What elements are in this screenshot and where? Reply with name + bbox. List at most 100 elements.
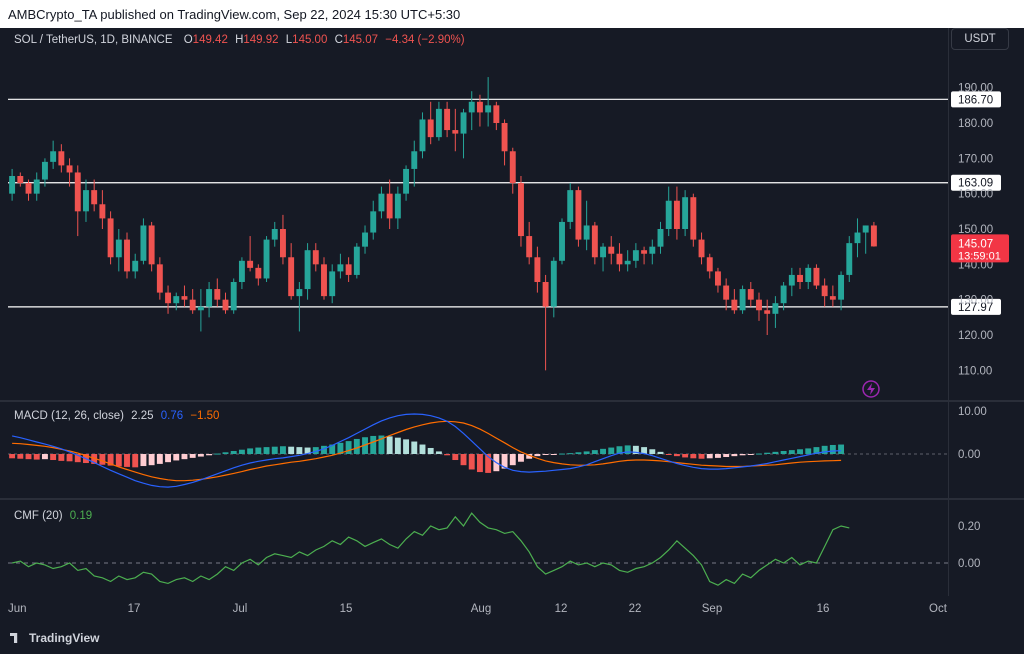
macd-histogram-bar	[378, 435, 385, 454]
chart-area[interactable]	[0, 28, 1024, 624]
candle-body	[559, 221, 565, 261]
macd-histogram-bar	[747, 454, 754, 455]
cmf-pane: 0.20 0.00	[8, 512, 980, 586]
time-tick-label: 16	[817, 603, 830, 615]
macd-line	[11, 413, 842, 488]
macd-histogram-bar	[247, 448, 254, 454]
macd-histogram-bar	[641, 447, 648, 454]
candle-body	[165, 292, 172, 304]
candle-body	[271, 229, 278, 240]
macd-histogram-bar	[288, 446, 295, 454]
macd-histogram-bar	[657, 451, 664, 454]
candle-body	[706, 257, 713, 272]
macd-histogram-bar	[238, 449, 245, 454]
macd-histogram-bar	[714, 454, 721, 458]
candle-body	[378, 193, 385, 212]
candle-body	[690, 197, 697, 240]
time-tick-label: Sep	[702, 603, 722, 615]
price-tick-label: 160.00	[958, 189, 993, 201]
candle-body	[550, 260, 557, 307]
candle-body	[780, 285, 787, 304]
level-label: 186.70	[958, 94, 993, 106]
macd-histogram-bar	[731, 454, 738, 457]
macd-histogram-bar	[591, 450, 598, 454]
macd-histogram-bar	[550, 454, 557, 455]
candle-body	[115, 239, 122, 258]
macd-tick-label: 10.00	[958, 406, 987, 418]
macd-histogram-bar	[682, 454, 689, 458]
price-chart[interactable]: 186.70 163.09 127.97 10.00 0.00 0.20 0.00 19…	[0, 28, 1024, 624]
macd-histogram-bar	[50, 454, 57, 461]
candle-body	[345, 264, 352, 275]
macd-histogram-bar	[509, 454, 516, 466]
candle-body	[214, 289, 221, 300]
current-price-countdown: 13:59:01	[958, 250, 1001, 262]
macd-line-value: 0.76	[160, 410, 184, 422]
candle-body	[124, 239, 130, 272]
candle-body	[854, 232, 861, 244]
candle-body	[362, 232, 368, 247]
candle-body	[403, 168, 410, 194]
macd-histogram-bar	[534, 454, 541, 457]
current-price-value: 145.07	[958, 238, 993, 250]
macd-histogram-bar	[189, 454, 196, 458]
macd-histogram-bar	[41, 454, 48, 460]
open-label: O	[183, 34, 193, 46]
time-tick-label: Aug	[471, 603, 491, 615]
macd-histogram-bar	[370, 435, 377, 454]
high-label: H	[235, 34, 244, 46]
cmf-value: 0.19	[69, 510, 93, 522]
cmf-legend: CMF (20) 0.19	[14, 510, 96, 522]
macd-histogram-bar	[74, 454, 81, 463]
horizontal-levels[interactable]: 186.70 163.09 127.97	[8, 91, 1001, 315]
candle-body	[58, 151, 65, 166]
candle-body	[411, 151, 418, 169]
tradingview-logo[interactable]: TradingView	[10, 631, 99, 645]
macd-signal-line	[12, 420, 842, 482]
macd-histogram-bar	[788, 450, 795, 454]
high-value: 149.92	[243, 34, 279, 46]
macd-histogram-bar	[813, 447, 820, 454]
candle-body	[452, 130, 459, 134]
close-value: 145.07	[342, 34, 379, 46]
macd-histogram-bar	[132, 454, 139, 468]
level-label: 163.09	[958, 178, 993, 190]
alert-lightning-icon	[862, 380, 880, 398]
candle-body	[419, 119, 426, 152]
macd-histogram-bar	[107, 454, 114, 466]
candle-body	[370, 211, 377, 233]
candle-body	[337, 264, 344, 272]
time-tick-label: 12	[555, 603, 568, 615]
axis-separator	[948, 28, 949, 596]
macd-histogram-bar	[764, 452, 771, 454]
candle-body	[485, 105, 492, 113]
candle-body	[608, 246, 615, 254]
candle-body	[74, 172, 81, 212]
candle-body	[591, 225, 598, 258]
macd-histogram-bar	[673, 454, 680, 457]
macd-histogram-bar	[9, 454, 16, 459]
candle-body	[838, 274, 845, 300]
macd-histogram-bar	[435, 451, 442, 454]
candle-body	[772, 303, 779, 314]
candle-body	[288, 257, 295, 297]
candle-body	[493, 105, 500, 123]
macd-histogram-bar	[485, 454, 492, 473]
candle-body	[156, 264, 163, 293]
candle-body	[238, 260, 245, 282]
level-label: 127.97	[958, 302, 993, 314]
candles	[9, 77, 877, 371]
macd-histogram-bar	[526, 454, 533, 459]
candle-body	[99, 204, 106, 219]
macd-histogram-bar	[345, 441, 352, 454]
macd-histogram-bar	[156, 454, 163, 464]
currency-button[interactable]: USDT	[951, 28, 1009, 50]
macd-histogram-bar	[321, 445, 327, 454]
candle-body	[731, 299, 738, 311]
time-tick-label: 17	[128, 603, 141, 615]
footer	[0, 624, 1024, 654]
price-tick-label: 110.00	[958, 365, 992, 377]
macd-histogram-bar	[616, 446, 623, 454]
open-value: 149.42	[192, 34, 228, 46]
candle-body	[353, 246, 360, 275]
